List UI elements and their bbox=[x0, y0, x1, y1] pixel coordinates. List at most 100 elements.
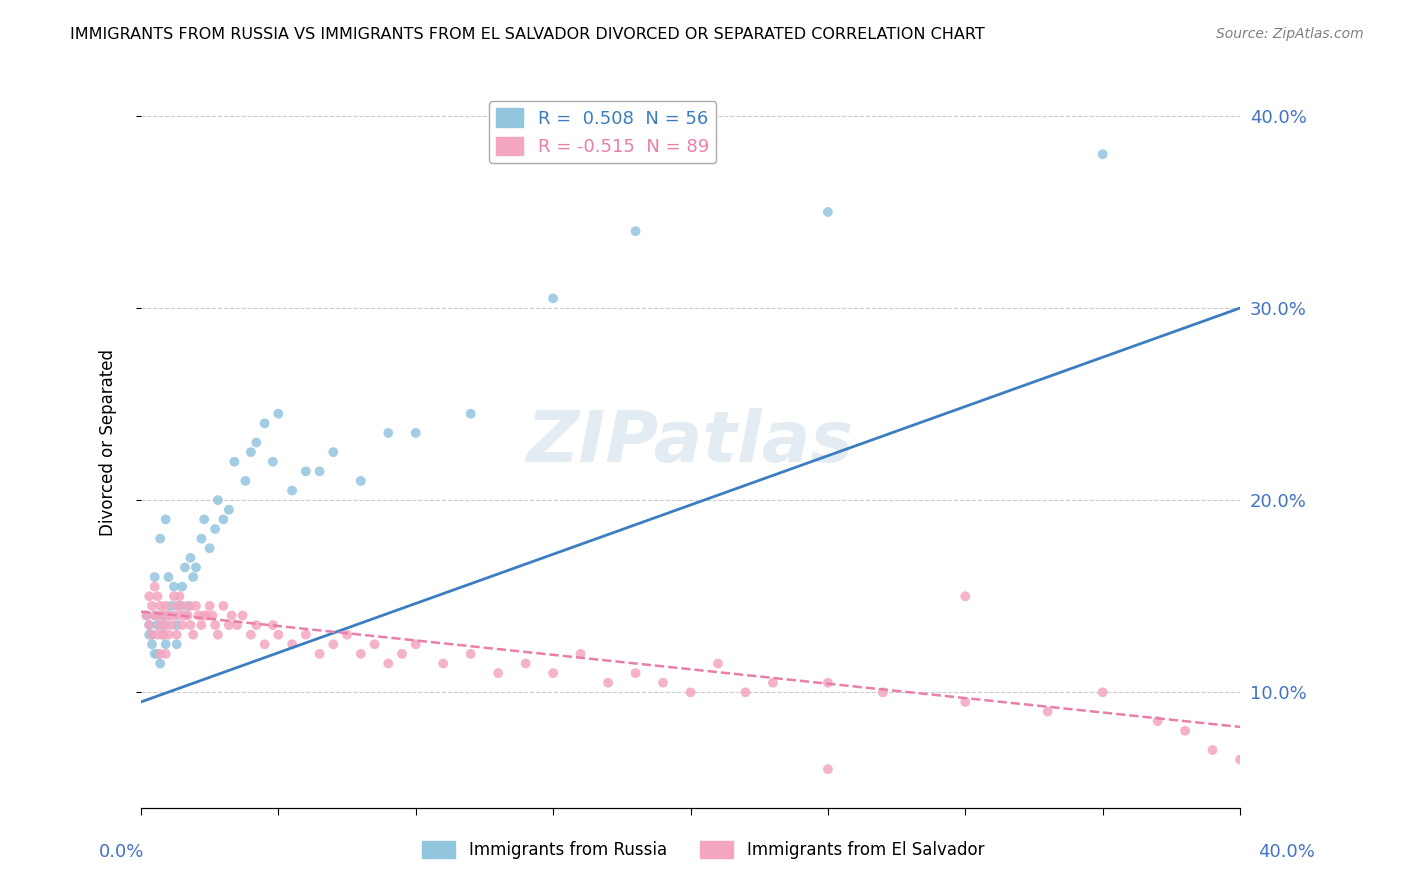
Point bbox=[541, 666, 564, 681]
Point bbox=[295, 628, 318, 642]
Point bbox=[212, 599, 235, 613]
Point bbox=[157, 608, 180, 623]
Point bbox=[152, 628, 174, 642]
Point bbox=[1036, 705, 1059, 719]
Point bbox=[391, 647, 413, 661]
Point bbox=[157, 608, 180, 623]
Point bbox=[460, 647, 482, 661]
Point bbox=[405, 637, 427, 651]
Point bbox=[166, 618, 188, 632]
Point bbox=[193, 608, 215, 623]
Point bbox=[245, 618, 267, 632]
Point bbox=[1257, 762, 1279, 776]
Point bbox=[155, 637, 177, 651]
Point bbox=[172, 599, 194, 613]
Point bbox=[679, 685, 702, 699]
Point bbox=[174, 608, 197, 623]
Point bbox=[163, 608, 186, 623]
Point bbox=[762, 675, 785, 690]
Point bbox=[262, 618, 284, 632]
Point bbox=[955, 695, 977, 709]
Point bbox=[163, 580, 186, 594]
Point bbox=[281, 483, 304, 498]
Point bbox=[541, 292, 564, 306]
Point bbox=[149, 599, 172, 613]
Point bbox=[1091, 685, 1114, 699]
Point bbox=[149, 532, 172, 546]
Point bbox=[817, 762, 839, 776]
Point bbox=[157, 628, 180, 642]
Point bbox=[198, 599, 221, 613]
Point bbox=[350, 647, 373, 661]
Point bbox=[155, 618, 177, 632]
Text: 0.0%: 0.0% bbox=[98, 843, 143, 861]
Point bbox=[218, 503, 240, 517]
Point bbox=[207, 628, 229, 642]
Point bbox=[235, 474, 257, 488]
Point bbox=[166, 637, 188, 651]
Point bbox=[322, 637, 344, 651]
Point bbox=[141, 628, 163, 642]
Point bbox=[239, 445, 262, 459]
Point bbox=[218, 618, 240, 632]
Point bbox=[176, 599, 198, 613]
Legend: Immigrants from Russia, Immigrants from El Salvador: Immigrants from Russia, Immigrants from … bbox=[415, 834, 991, 866]
Legend: R =  0.508  N = 56, R = -0.515  N = 89: R = 0.508 N = 56, R = -0.515 N = 89 bbox=[489, 101, 716, 163]
Point bbox=[734, 685, 756, 699]
Point bbox=[405, 425, 427, 440]
Point bbox=[143, 608, 166, 623]
Text: 40.0%: 40.0% bbox=[1258, 843, 1315, 861]
Text: Source: ZipAtlas.com: Source: ZipAtlas.com bbox=[1216, 27, 1364, 41]
Point bbox=[143, 647, 166, 661]
Point bbox=[817, 205, 839, 219]
Point bbox=[155, 647, 177, 661]
Point bbox=[146, 589, 169, 603]
Point bbox=[160, 618, 183, 632]
Point bbox=[193, 512, 215, 526]
Point bbox=[179, 618, 201, 632]
Point bbox=[187, 608, 209, 623]
Point bbox=[486, 666, 509, 681]
Point bbox=[460, 407, 482, 421]
Text: ZIPatlas: ZIPatlas bbox=[527, 408, 855, 477]
Point bbox=[181, 570, 204, 584]
Point bbox=[181, 628, 204, 642]
Point bbox=[624, 224, 647, 238]
Point bbox=[138, 618, 160, 632]
Point bbox=[515, 657, 537, 671]
Point bbox=[135, 608, 157, 623]
Point bbox=[146, 608, 169, 623]
Point bbox=[143, 570, 166, 584]
Point bbox=[245, 435, 267, 450]
Point bbox=[1229, 753, 1251, 767]
Text: IMMIGRANTS FROM RUSSIA VS IMMIGRANTS FROM EL SALVADOR DIVORCED OR SEPARATED CORR: IMMIGRANTS FROM RUSSIA VS IMMIGRANTS FRO… bbox=[70, 27, 986, 42]
Point bbox=[146, 628, 169, 642]
Point bbox=[190, 618, 212, 632]
Point bbox=[267, 407, 290, 421]
Point bbox=[432, 657, 454, 671]
Point bbox=[624, 666, 647, 681]
Point bbox=[155, 512, 177, 526]
Point bbox=[221, 608, 243, 623]
Point bbox=[195, 608, 218, 623]
Point bbox=[224, 455, 246, 469]
Point bbox=[179, 599, 201, 613]
Point bbox=[143, 580, 166, 594]
Point bbox=[817, 675, 839, 690]
Point bbox=[295, 464, 318, 478]
Point bbox=[190, 532, 212, 546]
Point bbox=[163, 589, 186, 603]
Point bbox=[143, 608, 166, 623]
Point bbox=[169, 589, 191, 603]
Point bbox=[201, 608, 224, 623]
Point bbox=[281, 637, 304, 651]
Point bbox=[1174, 723, 1197, 738]
Point bbox=[198, 541, 221, 556]
Point bbox=[149, 657, 172, 671]
Point bbox=[322, 445, 344, 459]
Point bbox=[212, 512, 235, 526]
Point bbox=[149, 647, 172, 661]
Point bbox=[152, 618, 174, 632]
Point bbox=[146, 647, 169, 661]
Point bbox=[152, 628, 174, 642]
